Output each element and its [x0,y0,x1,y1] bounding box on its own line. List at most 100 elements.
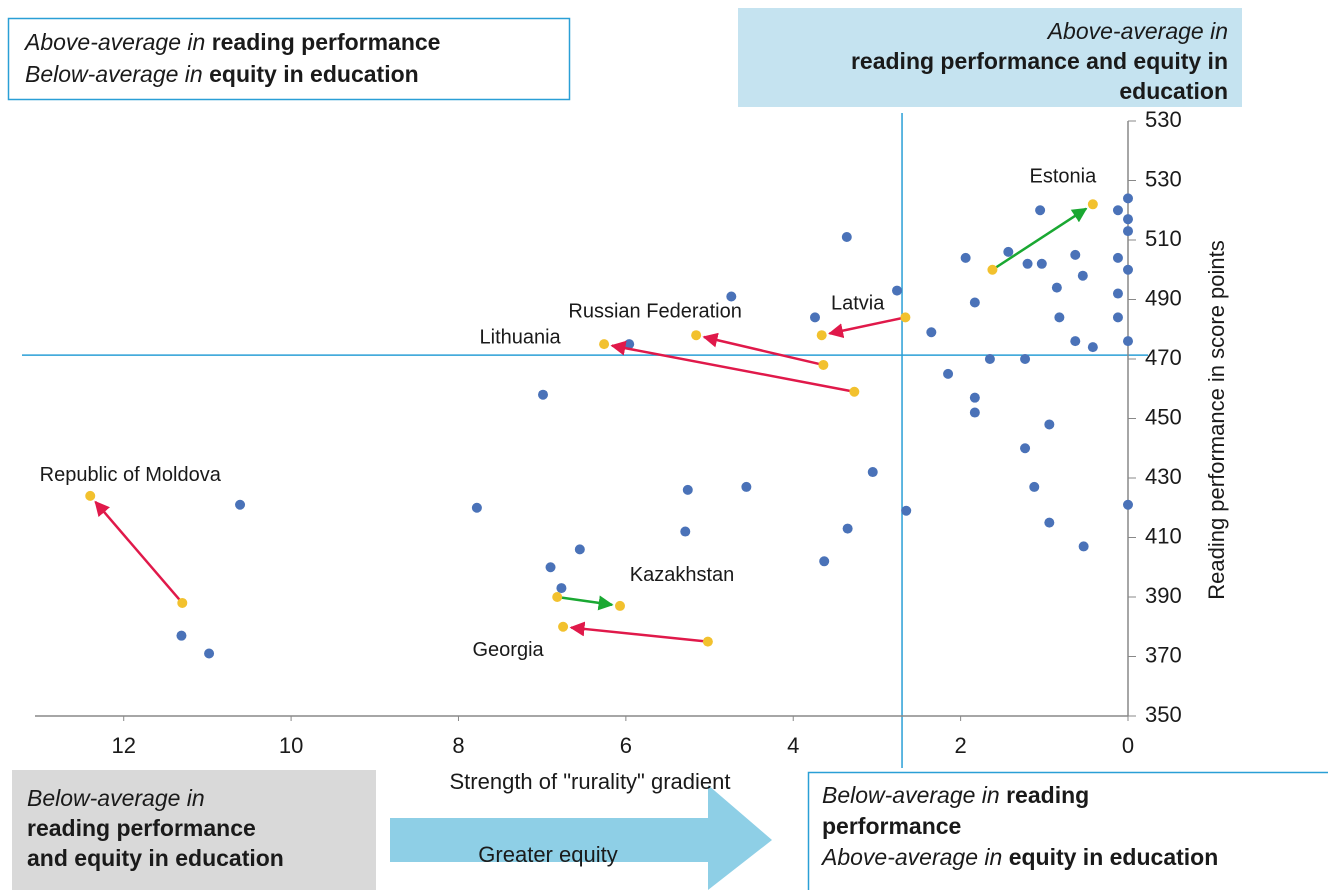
country-label: Estonia [1029,166,1097,188]
point [1029,481,1040,492]
point [901,505,912,516]
y-tick-label: 430 [1145,464,1182,489]
country-point [818,359,829,370]
change-arrow [569,621,709,643]
quadrant-label: and equity in education [27,845,284,871]
country-point [558,621,569,632]
point [556,583,567,594]
equity-arrow [390,785,772,890]
change-arrow [702,332,824,367]
y-tick-label: 530 [1145,107,1182,132]
point [624,339,635,350]
country-label: Russian Federation [568,300,741,322]
x-tick-label: 10 [279,733,303,758]
point [841,232,852,243]
country-point [552,592,563,602]
point [1123,264,1133,275]
country-point [849,386,860,397]
quadrant-label-part: Below-average in [27,785,205,811]
point [538,389,549,400]
point [545,562,556,573]
point [1123,336,1133,347]
x-tick-label: 6 [620,733,632,758]
quadrant-label-part: Above-average in [1046,18,1228,44]
quadrant-label-part: equity in education [1009,844,1219,870]
point [867,467,878,478]
change-arrow [94,500,184,604]
point [1112,288,1123,299]
point [809,312,820,323]
quadrant-label: Below-average in [27,785,205,811]
country-point [816,330,827,341]
point [1054,312,1065,323]
point [1070,249,1081,260]
change-arrow [610,340,855,393]
quadrant-label: education [1119,78,1228,104]
country-label: Kazakhstan [630,564,735,586]
country-point [987,264,998,275]
quadrant-label-part: Above-average in [23,29,212,55]
y-tick-label: 410 [1145,523,1182,548]
x-tick-label: 8 [452,733,464,758]
quadrant-label-part: Below-average in [25,61,209,87]
change-arrow [991,207,1088,271]
point [1051,282,1062,293]
point [1035,205,1046,216]
quadrant-label-part: equity in education [209,61,419,87]
point [1123,193,1133,204]
point [1022,258,1033,269]
quadrant-label: Above-average in reading performance [23,29,440,55]
country-label: Latvia [831,292,885,314]
y-tick-label: 450 [1145,404,1182,429]
y-tick-label: 350 [1145,702,1182,727]
country-label: Republic of Moldova [40,464,222,486]
country-point [1087,199,1098,210]
quadrant-label-part: Above-average in [820,844,1009,870]
point [842,523,853,534]
quadrant-label-part: education [1119,78,1228,104]
point [892,285,903,296]
y-axis-title: Reading performance in score points [1204,240,1229,600]
quadrant-label-part: Below-average in [822,782,1006,808]
y-tick-label: 490 [1145,285,1182,310]
point [1112,252,1123,263]
country-point [691,330,702,341]
country-point [177,597,188,608]
point [1123,214,1133,225]
quadrant-label-part: reading [1006,782,1089,808]
point [1087,342,1098,353]
y-tick-label: 470 [1145,345,1182,370]
point [176,630,187,641]
point [1123,499,1133,510]
quadrant-label-part: reading performance and equity in [851,48,1228,74]
point [819,556,830,567]
y-tick-label: 530 [1145,166,1182,191]
point [1044,517,1055,528]
quadrant-box [738,8,1242,107]
x-tick-label: 12 [111,733,135,758]
point [1003,246,1014,257]
quadrant-box [12,770,376,890]
y-tick-label: 370 [1145,642,1182,667]
quadrant-label-part: reading performance [27,815,256,841]
point [926,327,937,338]
quadrant-label-part: and equity in education [27,845,284,871]
equity-arrow-label: Greater equity [478,842,617,867]
country-point [900,312,911,323]
country-point [85,490,96,501]
quadrant-label: Below-average in reading [822,782,1089,808]
point [984,354,995,364]
point [471,502,482,513]
quadrant-label: Below-average in equity in education [25,61,419,87]
point [1070,336,1081,347]
point [680,526,691,537]
y-tick-label: 510 [1145,226,1182,251]
point [1112,205,1123,216]
y-tick-label: 390 [1145,583,1182,608]
point [726,291,737,302]
point [1112,312,1123,323]
point [969,297,980,308]
point [1077,270,1088,281]
x-tick-label: 4 [787,733,799,758]
